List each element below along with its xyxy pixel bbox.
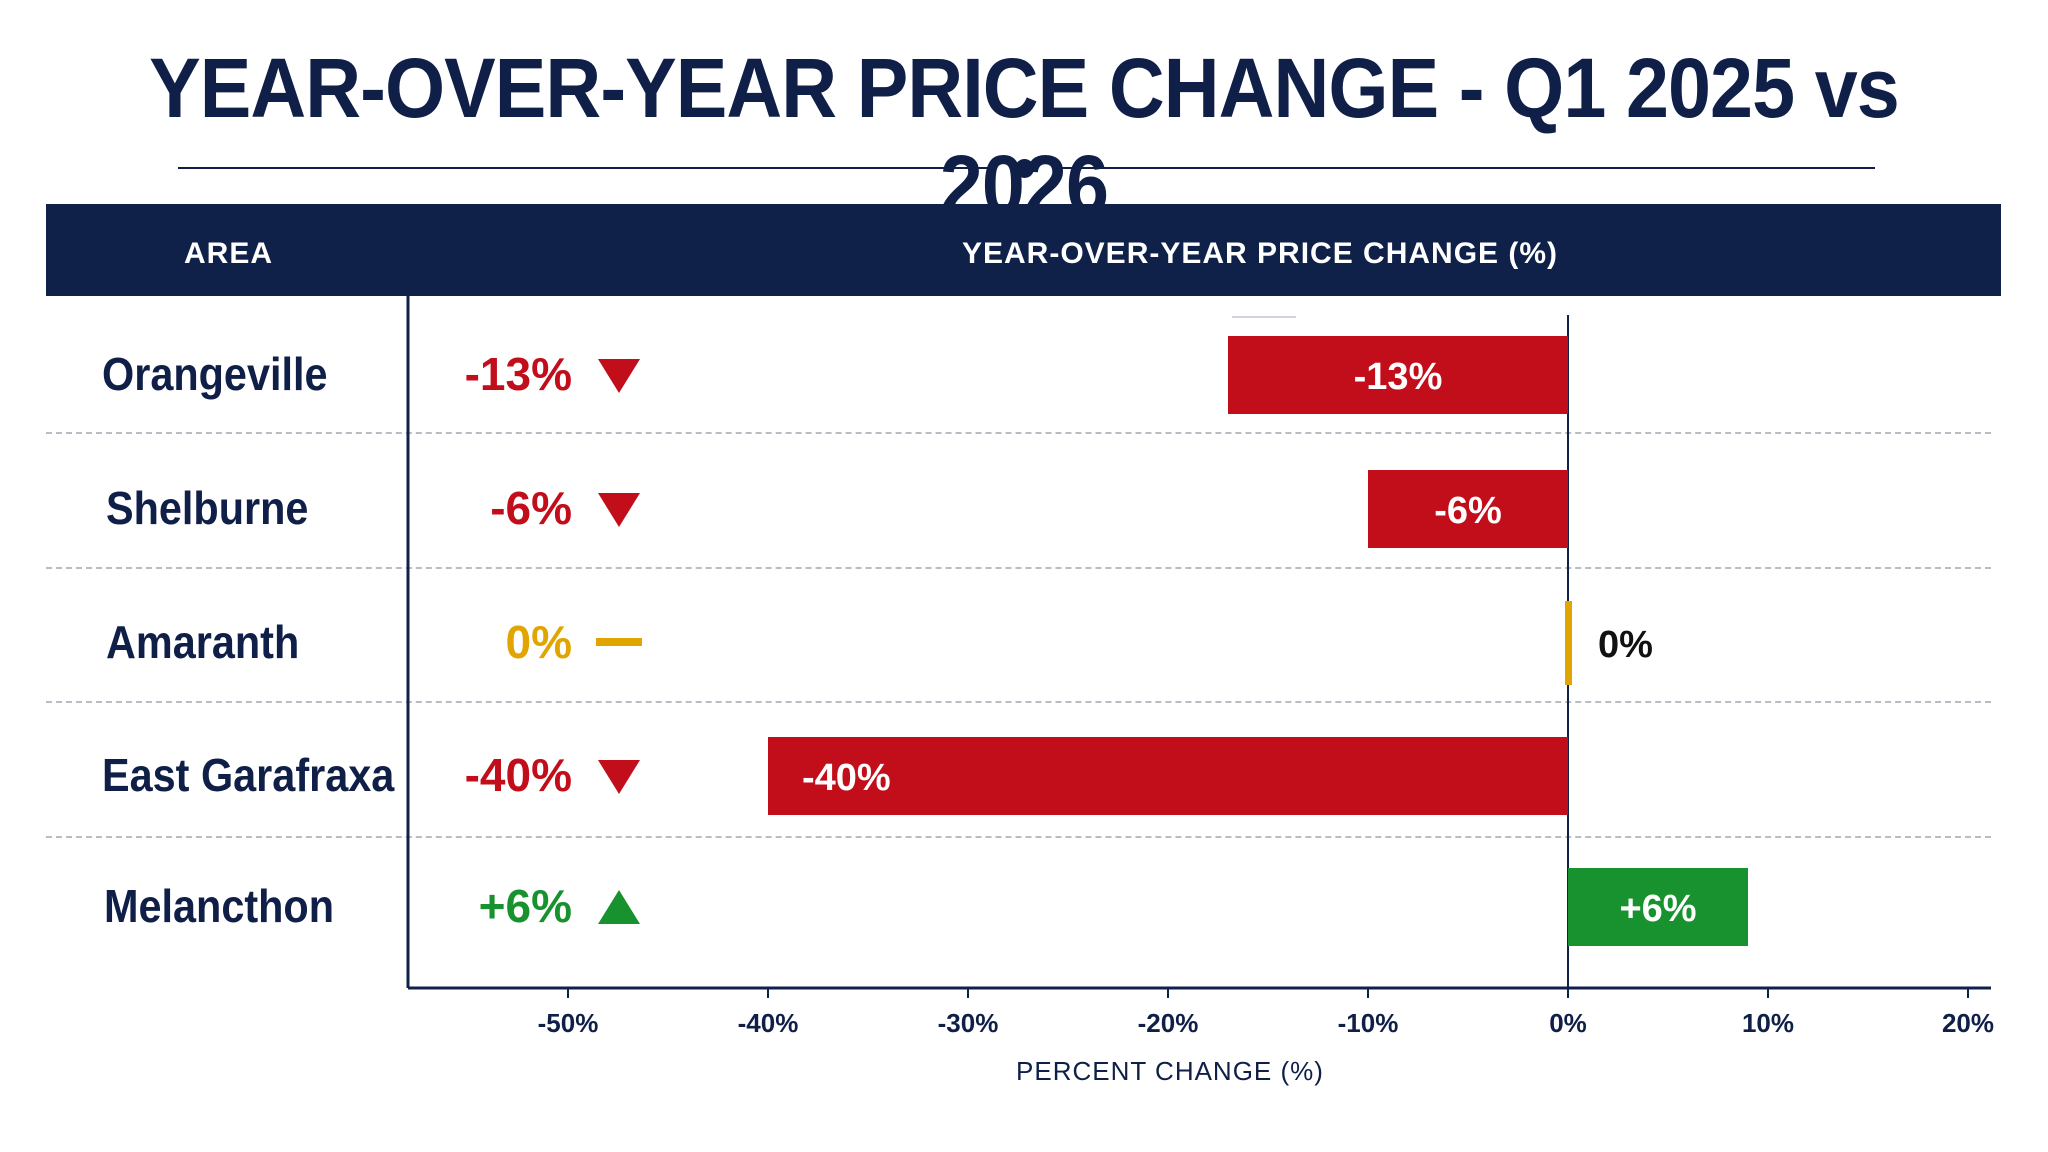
bar-value-label: 0%	[1598, 624, 1653, 666]
row-separator	[46, 432, 1991, 434]
x-axis-title: PERCENT CHANGE (%)	[1016, 1056, 1324, 1086]
bar	[768, 737, 1568, 815]
x-tick-label: -10%	[1338, 1008, 1399, 1038]
down-triangle-icon	[598, 493, 640, 527]
bar	[1568, 868, 1748, 946]
area-name: Melancthon	[104, 880, 335, 932]
title-rule-left	[178, 167, 990, 169]
area-name: Amaranth	[106, 616, 300, 668]
x-tick-label: 10%	[1742, 1008, 1794, 1038]
down-triangle-icon	[598, 760, 640, 794]
title-divider-dot	[1015, 159, 1034, 178]
up-triangle-icon	[598, 890, 640, 924]
area-name: Orangeville	[102, 348, 328, 400]
x-tick-label: -30%	[938, 1008, 999, 1038]
x-tick-label: -20%	[1138, 1008, 1199, 1038]
x-tick-label: -50%	[538, 1008, 599, 1038]
dash-icon	[596, 638, 642, 646]
row-separator	[46, 701, 1991, 703]
change-column-header: YEAR-OVER-YEAR PRICE CHANGE (%)	[962, 237, 1559, 270]
percent-change-label: -6%	[490, 482, 572, 534]
bar	[1368, 470, 1568, 548]
percent-change-label: +6%	[478, 880, 572, 932]
bar-value-label: +6%	[1619, 888, 1696, 930]
x-tick-label: -40%	[738, 1008, 799, 1038]
percent-change-label: -13%	[464, 348, 572, 400]
x-tick-label: 20%	[1942, 1008, 1994, 1038]
chart-title: YEAR-OVER-YEAR PRICE CHANGE - Q1 2025 vs…	[149, 41, 1900, 232]
bar-value-label: -6%	[1434, 490, 1502, 532]
x-tick-label: 0%	[1549, 1008, 1587, 1038]
bar-value-label: -13%	[1354, 356, 1443, 398]
percent-change-label: -40%	[464, 749, 572, 801]
bar	[1228, 336, 1568, 414]
percent-change-label: 0%	[505, 616, 572, 668]
area-name: East Garafraxa	[102, 749, 395, 801]
area-name: Shelburne	[106, 482, 309, 534]
area-column-header: AREA	[184, 237, 274, 270]
header-marker	[1232, 296, 1296, 318]
row-separator	[46, 836, 1991, 838]
bar	[1565, 601, 1572, 685]
row-separator	[46, 567, 1991, 569]
table-header-bar	[46, 204, 2001, 296]
down-triangle-icon	[598, 359, 640, 393]
title-rule-right	[1053, 167, 1875, 169]
bar-value-label: -40%	[802, 757, 891, 799]
